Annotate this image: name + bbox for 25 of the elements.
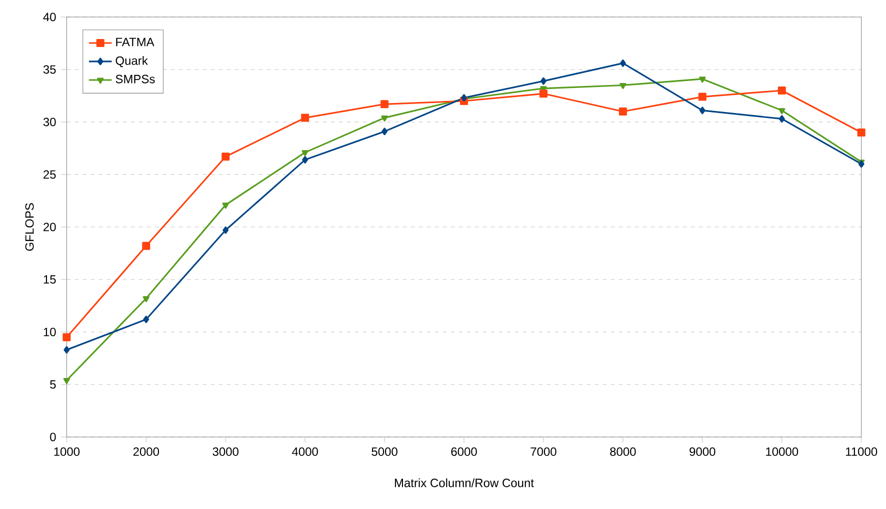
y-tick-label: 40 [43,12,56,22]
y-tick-label: 25 [44,170,56,179]
x-tick-label: 1000 [54,447,80,456]
x-tick-label: 8000 [610,447,636,456]
y-tick-label: 10 [44,328,56,336]
y-tick-label: 20 [44,222,56,232]
x-tick-label: 10000 [766,447,798,456]
legend-label: FATMA [116,38,154,46]
x-tick-label: 11000 [846,447,878,456]
x-tick-label: 7000 [530,447,556,456]
y-tick-label: 5 [50,380,56,389]
x-tick-label: 9000 [690,447,716,456]
y-tick-label: 0 [50,432,56,442]
legend-label: Quark [116,56,148,68]
x-tick-label: 6000 [451,447,477,456]
x-tick-label: 3000 [212,447,238,456]
x-tick-label: 4000 [292,447,318,456]
x-axis-title: Matrix Column/Row Count [394,478,534,488]
x-tick-label: 5000 [372,447,398,456]
y-tick-label: 35 [43,65,56,74]
y-tick-label: 15 [44,275,56,284]
x-tick-label: 2000 [133,447,160,456]
y-tick-label: 30 [43,118,56,126]
legend-label: SMPSs [116,74,155,84]
y-axis-title: GFLOPS [25,203,34,251]
